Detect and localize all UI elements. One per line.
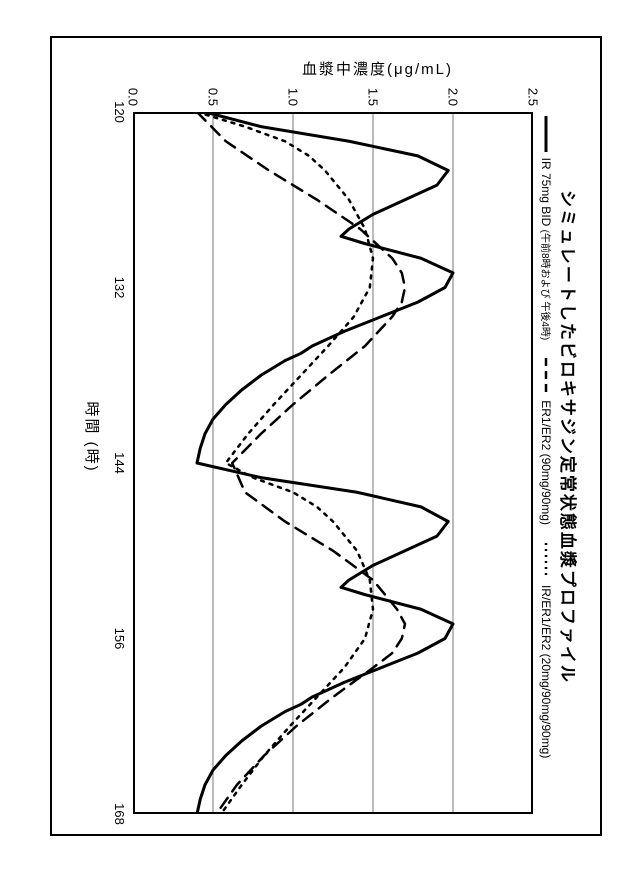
y-tick: 1.5 xyxy=(366,88,381,112)
legend-swatch-dot xyxy=(539,543,553,579)
plot-area: 0.00.51.01.52.02.5 120132144156168 xyxy=(133,112,533,814)
x-tick: 156 xyxy=(112,628,133,650)
legend-item-er: ER1/ER2 (90mg/90mg) xyxy=(539,358,553,525)
x-tick: 144 xyxy=(112,452,133,474)
chart-card: シミュレートしたビロキサジン定常状態血漿プロファイル IR 75mg BID (… xyxy=(52,42,592,832)
legend: IR 75mg BID (午前8時および 午後4時) ER1/ER2 (90mg… xyxy=(539,42,553,832)
x-axis-label: 時間 (時) xyxy=(82,42,103,832)
legend-item-ir: IR 75mg BID (午前8時および 午後4時) xyxy=(539,116,553,341)
legend-mix-label: IR/ER1/ER2 (20mg/90mg/90mg) xyxy=(539,585,553,758)
x-tick: 132 xyxy=(112,277,133,299)
x-tick: 168 xyxy=(112,803,133,825)
y-tick: 0.5 xyxy=(206,88,221,112)
chart-title: シミュレートしたビロキサジン定常状態血漿プロファイル xyxy=(557,42,582,832)
x-tick: 120 xyxy=(112,101,133,123)
legend-ir-sublabel: (午前8時および 午後4時) xyxy=(539,230,550,341)
legend-swatch-solid xyxy=(539,116,553,152)
plot-border xyxy=(133,112,533,814)
legend-swatch-dash xyxy=(539,358,553,394)
legend-ir-label: IR 75mg BID xyxy=(539,158,553,227)
legend-er-label: ER1/ER2 (90mg/90mg) xyxy=(539,400,553,525)
y-tick: 1.0 xyxy=(286,88,301,112)
y-tick: 2.0 xyxy=(446,88,461,112)
y-tick: 2.5 xyxy=(526,88,541,112)
y-axis-label: 血漿中濃度(μg/mL) xyxy=(302,58,453,79)
legend-item-mix: IR/ER1/ER2 (20mg/90mg/90mg) xyxy=(539,543,553,758)
